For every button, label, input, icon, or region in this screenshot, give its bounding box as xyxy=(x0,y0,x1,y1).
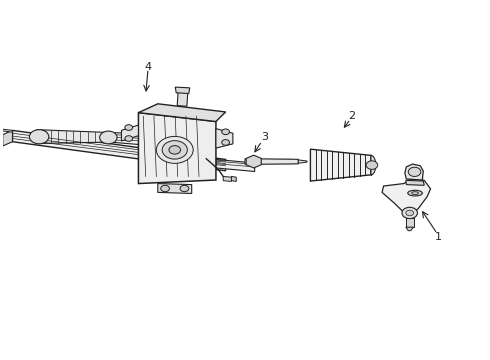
Polygon shape xyxy=(406,180,424,185)
Polygon shape xyxy=(37,130,109,144)
Circle shape xyxy=(222,129,229,135)
Circle shape xyxy=(29,130,49,144)
Text: 4: 4 xyxy=(145,62,152,72)
Polygon shape xyxy=(158,184,192,193)
Polygon shape xyxy=(12,130,225,171)
Polygon shape xyxy=(298,160,307,163)
Circle shape xyxy=(169,145,181,154)
Polygon shape xyxy=(216,159,255,171)
Polygon shape xyxy=(405,164,423,180)
Polygon shape xyxy=(245,159,298,165)
Circle shape xyxy=(180,185,189,192)
Circle shape xyxy=(162,141,187,159)
Polygon shape xyxy=(175,87,190,94)
Circle shape xyxy=(156,136,193,163)
Circle shape xyxy=(99,131,117,144)
Polygon shape xyxy=(406,218,414,227)
Polygon shape xyxy=(138,104,225,122)
Circle shape xyxy=(406,210,414,216)
Polygon shape xyxy=(138,113,216,184)
Polygon shape xyxy=(177,91,188,106)
Circle shape xyxy=(222,140,229,145)
Circle shape xyxy=(125,136,133,141)
Ellipse shape xyxy=(408,190,422,196)
Ellipse shape xyxy=(412,192,418,194)
Polygon shape xyxy=(231,176,236,181)
Circle shape xyxy=(161,185,170,192)
Polygon shape xyxy=(0,127,12,132)
Circle shape xyxy=(125,125,133,130)
Polygon shape xyxy=(246,155,261,168)
Polygon shape xyxy=(122,125,138,141)
Polygon shape xyxy=(216,129,233,148)
Polygon shape xyxy=(406,227,414,231)
Polygon shape xyxy=(382,179,431,215)
Circle shape xyxy=(408,167,421,176)
Text: 3: 3 xyxy=(261,132,268,143)
Polygon shape xyxy=(109,132,148,145)
Polygon shape xyxy=(310,149,371,181)
Polygon shape xyxy=(223,176,231,181)
Polygon shape xyxy=(371,156,376,175)
Text: 1: 1 xyxy=(435,232,442,242)
Polygon shape xyxy=(3,130,12,146)
Circle shape xyxy=(402,207,417,219)
Circle shape xyxy=(366,161,378,169)
Text: 2: 2 xyxy=(348,111,355,121)
